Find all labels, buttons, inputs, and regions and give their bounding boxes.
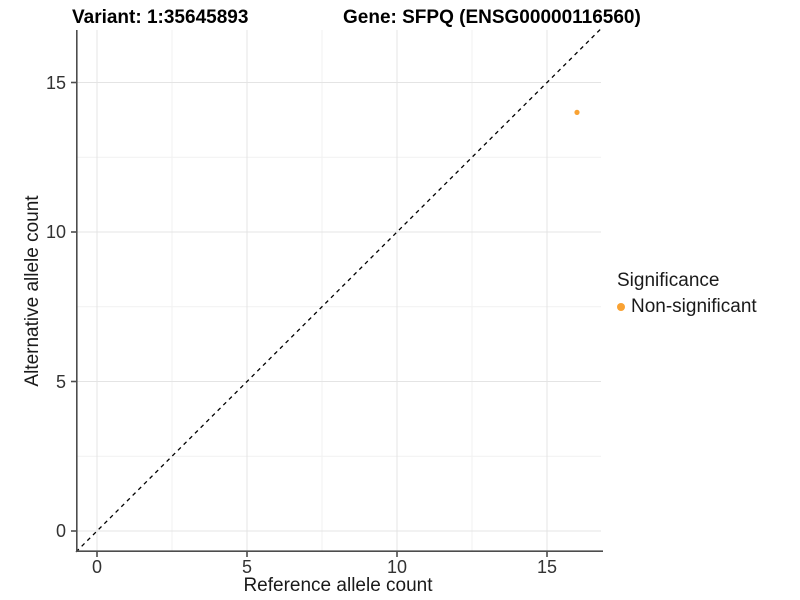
y-tick-label: 15 — [45, 72, 66, 93]
legend-key-dot-icon — [617, 303, 625, 311]
x-axis-title: Reference allele count — [243, 575, 433, 596]
y-tick-label: 5 — [55, 371, 66, 392]
y-tick-label: 10 — [45, 222, 66, 242]
legend-item-label: Non-significant — [631, 296, 757, 317]
legend-items: Non-significant — [617, 296, 757, 318]
y-tick-label: 0 — [55, 521, 66, 541]
minor-gridlines — [76, 30, 601, 552]
legend-title: Significance — [617, 270, 720, 291]
axis-tick-marks — [71, 81, 548, 557]
x-tick-label: 15 — [536, 557, 558, 577]
x-tick-label: 10 — [386, 557, 408, 577]
major-gridlines — [76, 30, 601, 552]
legend-item: Non-significant — [617, 296, 757, 318]
gene-title: Gene: SFPQ (ENSG00000116560) — [343, 7, 641, 28]
data-points — [574, 109, 580, 115]
plot-panel — [71, 28, 603, 557]
legend: Significance Non-significant — [617, 270, 757, 318]
variant-title: Variant: 1:35645893 — [72, 7, 249, 28]
identity-reference-line — [75, 28, 602, 553]
x-tick-label: 5 — [241, 557, 252, 577]
x-tick-label: 0 — [91, 557, 102, 577]
plot-canvas — [71, 28, 603, 557]
data-point — [574, 109, 580, 115]
y-axis-title: Alternative allele count — [22, 195, 43, 387]
